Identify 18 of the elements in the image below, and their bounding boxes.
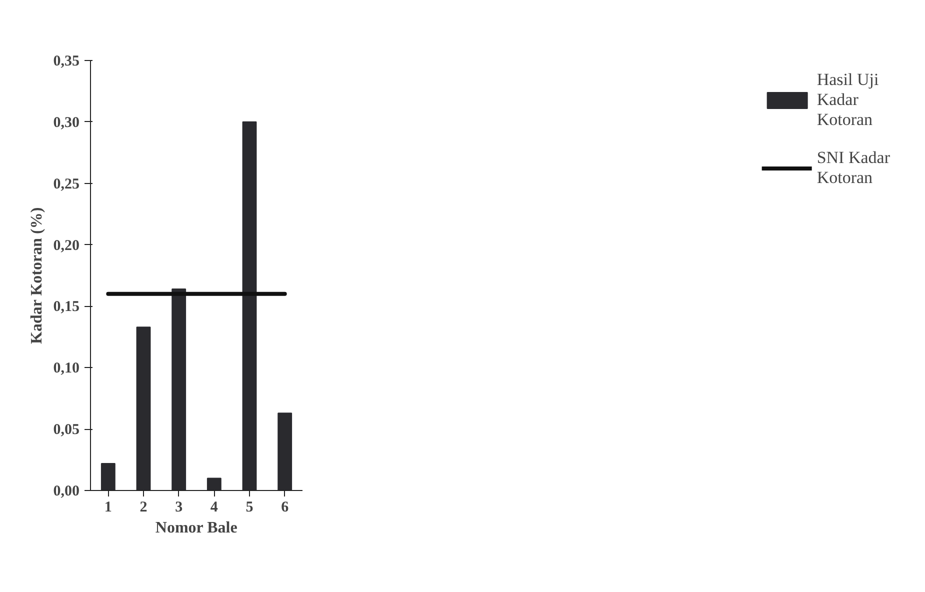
x-tick-label: 4	[210, 500, 218, 516]
y-tick-label: 0,05	[53, 422, 80, 438]
legend-label: SNI Kadar Kotoran	[816, 148, 890, 188]
y-tick-label: 0,20	[53, 238, 80, 254]
y-tick-label: 0,15	[53, 299, 80, 316]
x-axis-title: Nomor Bale	[155, 520, 238, 536]
x-tick-label: 3	[175, 500, 183, 516]
y-tick-label: 0,35	[53, 54, 80, 70]
x-tick-label: 1	[104, 500, 112, 516]
y-tick-label: 0,00	[53, 484, 80, 500]
x-tick-label: 6	[281, 500, 290, 516]
y-tick-label: 0,30	[53, 114, 80, 131]
legend-label: Hasil Uji Kadar Kotoran	[816, 70, 879, 130]
x-tick-label: 2	[140, 500, 148, 516]
y-axis-title: Kadar Kotoran (%)	[28, 207, 46, 344]
x-tick-label: 5	[246, 500, 254, 516]
y-tick-label: 0,25	[53, 176, 80, 192]
y-tick-label: 0,10	[53, 360, 80, 377]
